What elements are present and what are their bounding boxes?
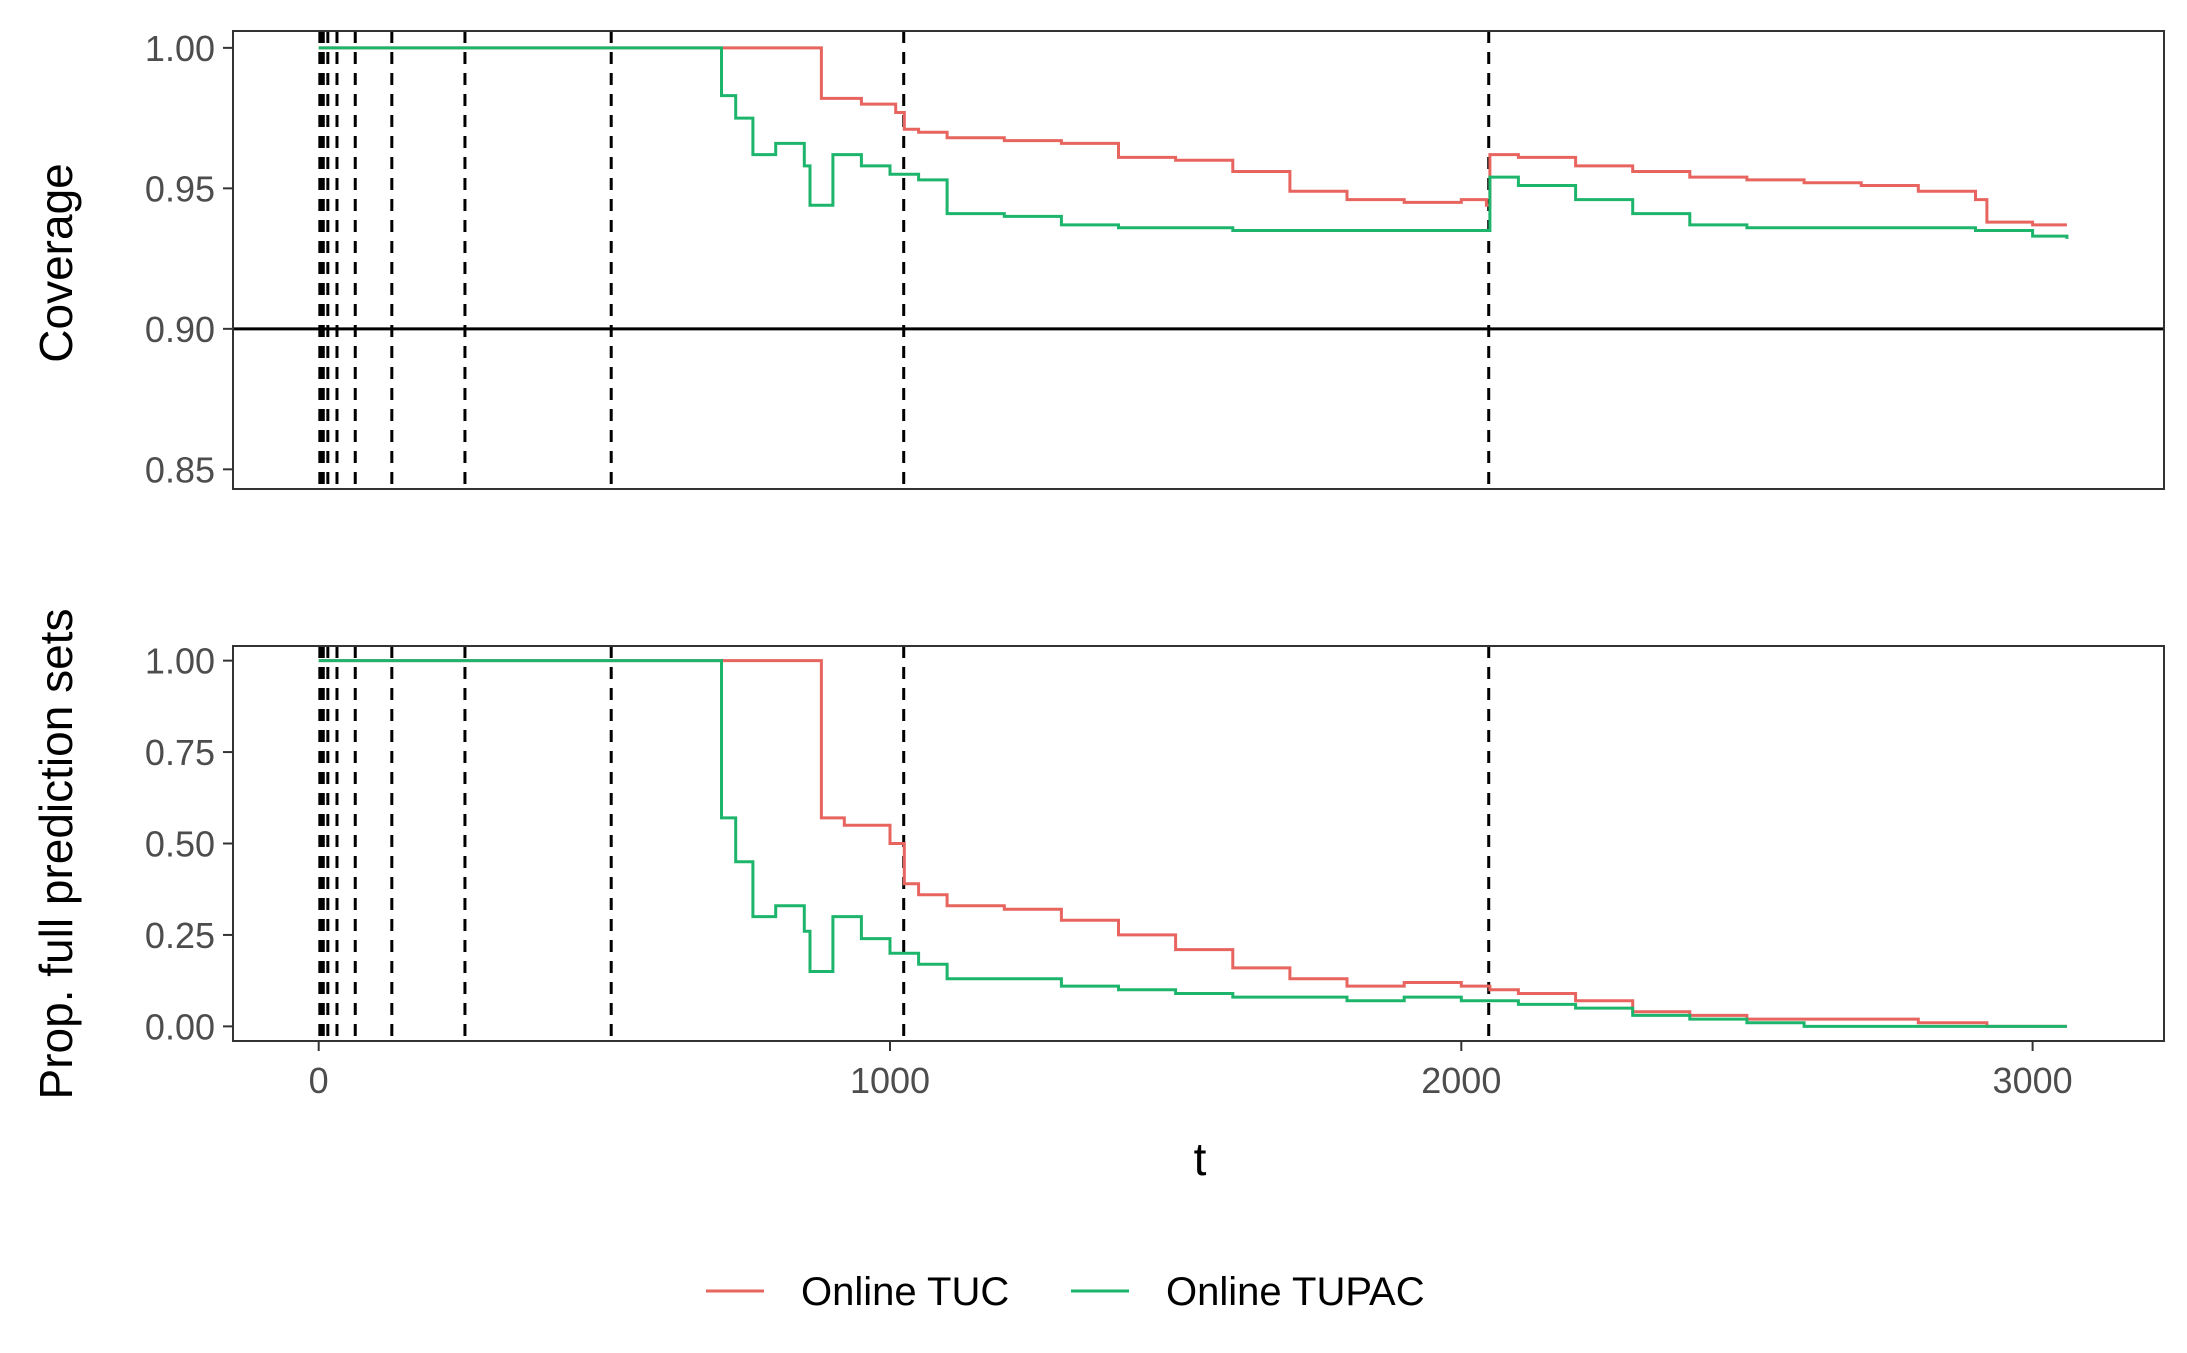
x-tick-label: 0 — [309, 1060, 329, 1101]
y-tick-label: 0.85 — [145, 449, 215, 490]
x-axis: 0 1000 2000 3000 — [309, 1041, 2073, 1101]
online-tuc-line — [318, 659, 2067, 1028]
shared-y-axis-title: Prop. full prediction sets — [30, 609, 82, 1100]
y-tick-label: 0.00 — [145, 1006, 215, 1047]
legend-label: Online TUPAC — [1166, 1270, 1425, 1314]
panel-border — [232, 645, 2165, 1042]
prop-full-panel: 1.00 0.75 0.50 0.25 0.00 — [145, 641, 2165, 1047]
online-tupac-line — [318, 46, 2069, 239]
x-tick-label: 3000 — [1993, 1060, 2073, 1101]
coverage-y-axis-title: Coverage — [30, 163, 82, 362]
online-tuc-line — [318, 46, 2067, 227]
y-tick-label: 1.00 — [145, 641, 215, 682]
y-tick-label: 0.75 — [145, 732, 215, 773]
online-tupac-line — [318, 659, 2067, 1028]
legend-label: Online TUC — [801, 1270, 1009, 1314]
x-tick-label: 2000 — [1421, 1060, 1501, 1101]
y-tick-label: 0.50 — [145, 824, 215, 865]
legend: Online TUC Online TUPAC — [706, 1270, 1425, 1314]
x-axis-title: t — [1194, 1133, 1207, 1185]
y-tick-label: 0.95 — [145, 168, 215, 209]
y-tick-label: 0.90 — [145, 309, 215, 350]
panel-border — [232, 30, 2165, 490]
coverage-panel: 1.00 0.95 0.90 0.85 — [145, 28, 2165, 490]
x-tick-label: 1000 — [850, 1060, 930, 1101]
y-tick-label: 1.00 — [145, 28, 215, 69]
y-tick-label: 0.25 — [145, 915, 215, 956]
